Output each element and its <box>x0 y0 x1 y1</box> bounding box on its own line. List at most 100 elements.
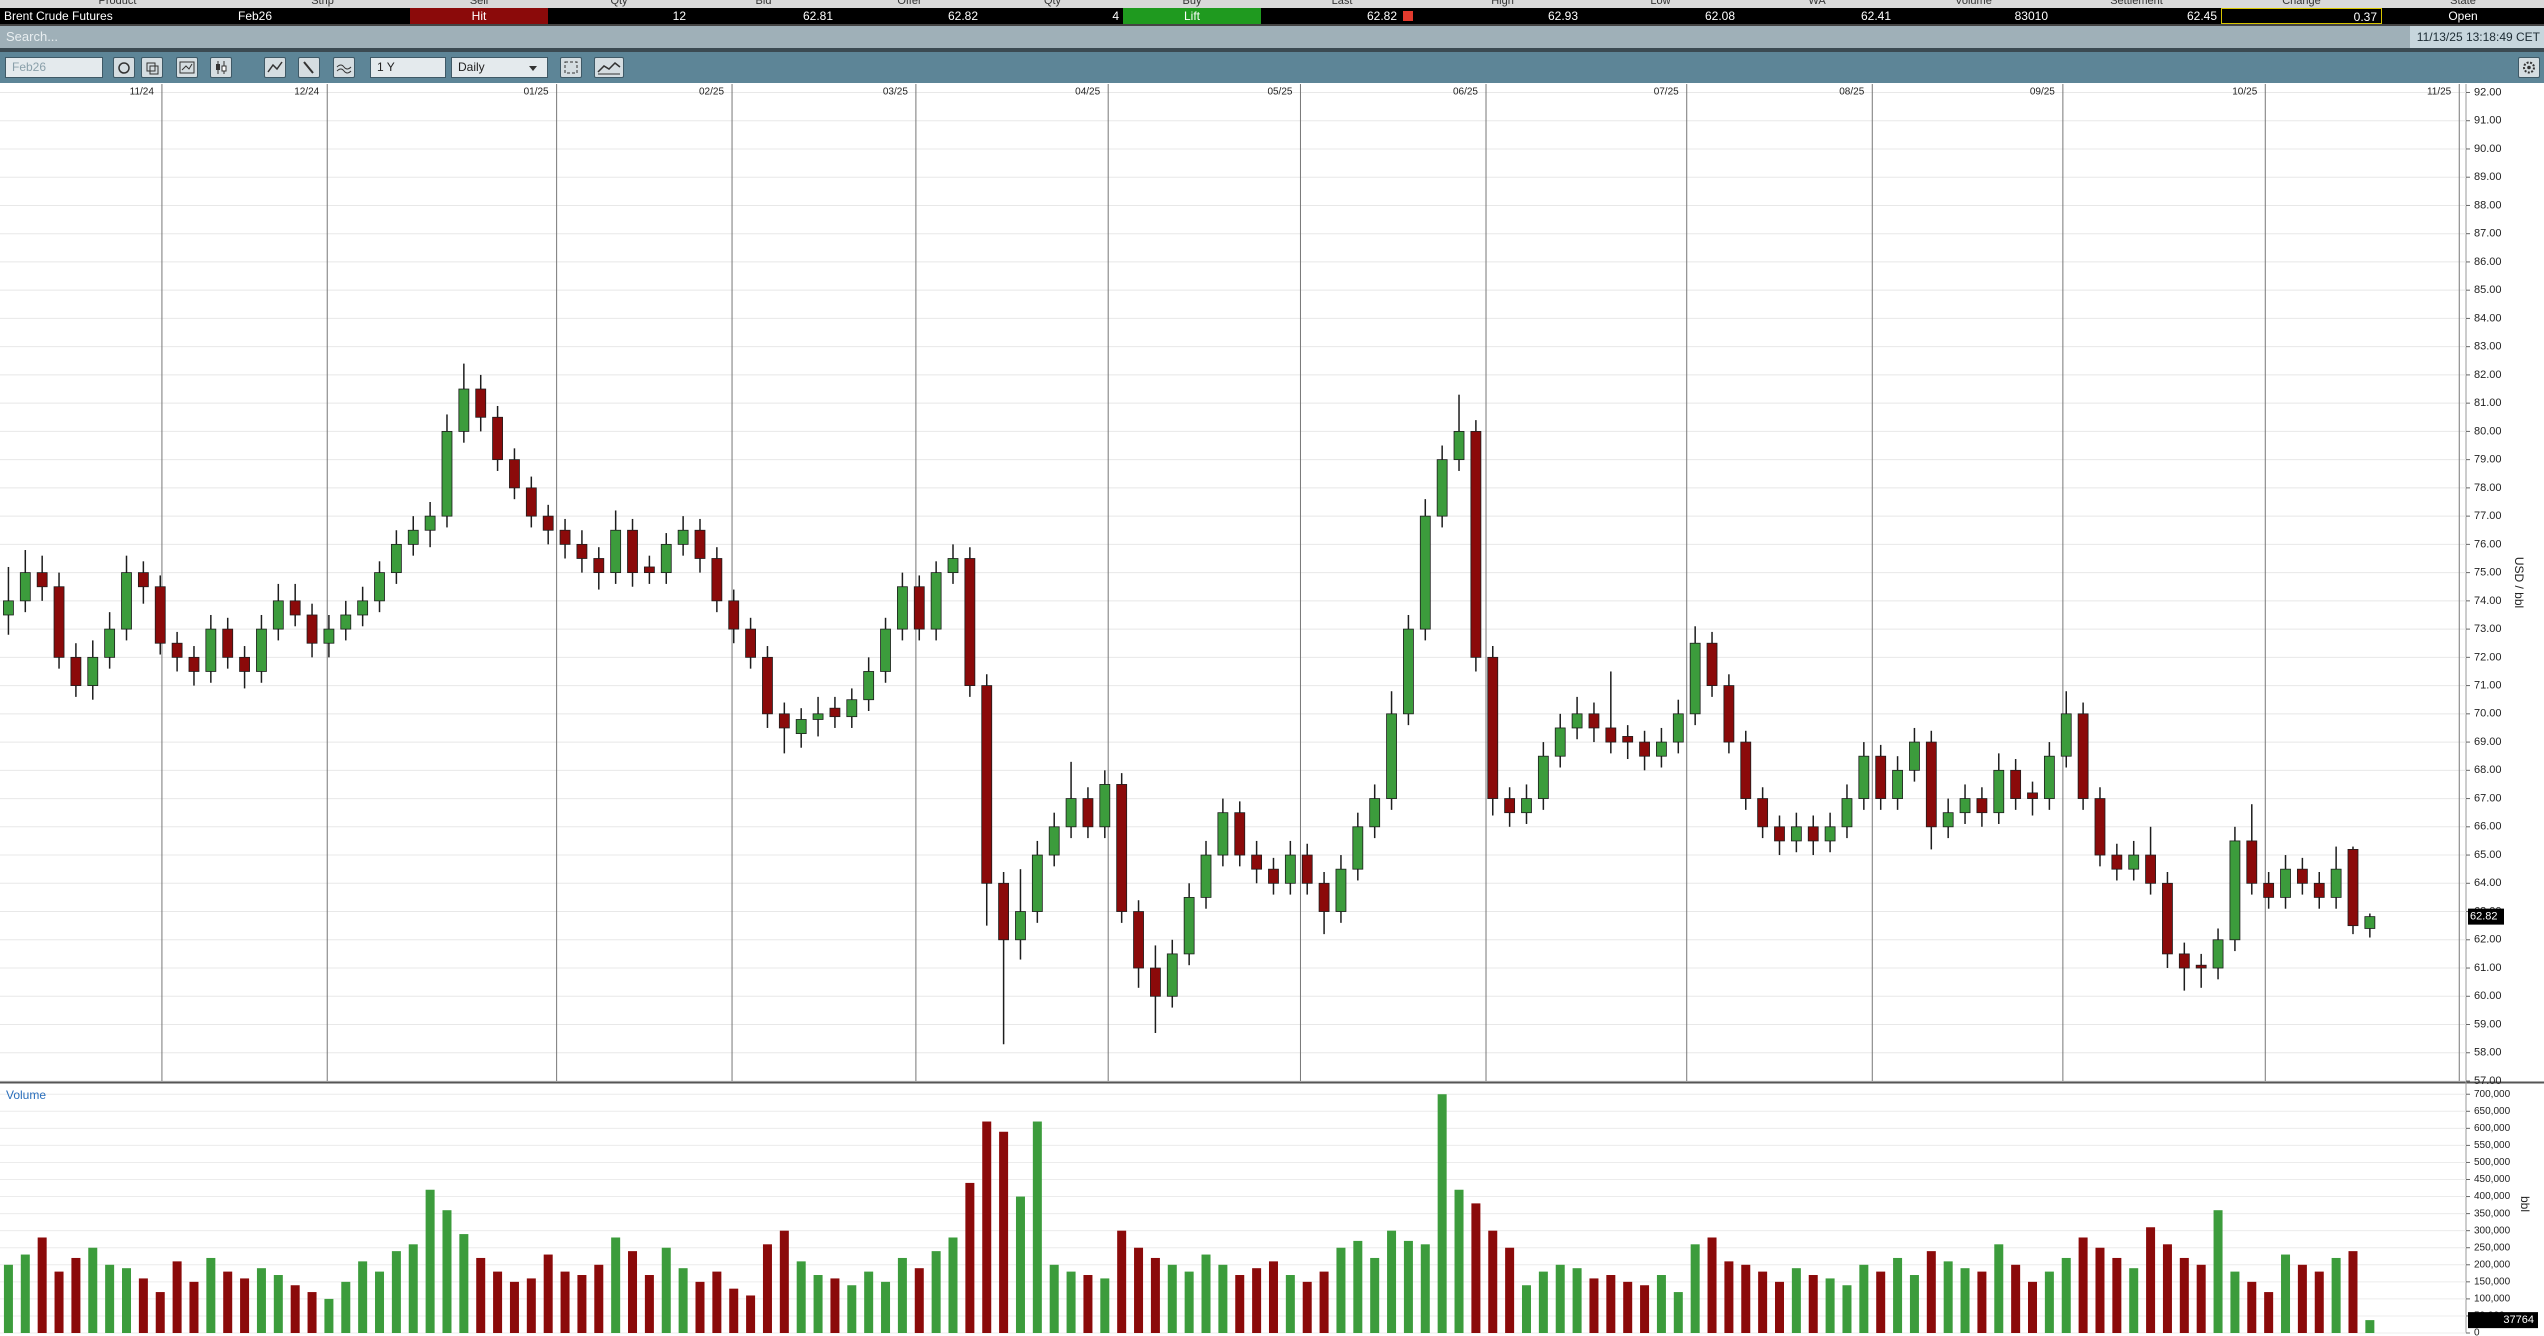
candle-body <box>2077 713 2089 799</box>
chart-type-button[interactable] <box>176 57 198 78</box>
volume-bar <box>2365 1320 2375 1333</box>
candle-body <box>795 719 807 735</box>
interval-select[interactable]: Daily <box>451 57 548 78</box>
candle-body <box>2296 868 2308 884</box>
icon <box>216 61 227 74</box>
candle-body <box>711 558 723 602</box>
candle-body <box>1284 854 1296 884</box>
candle-body <box>2212 939 2224 969</box>
candle-body <box>762 656 773 715</box>
fullscreen-button[interactable] <box>560 57 582 78</box>
tick-indicator <box>1403 11 1413 21</box>
volume-bar <box>1926 1251 1936 1333</box>
contract-field[interactable]: Feb26 <box>5 57 103 78</box>
separator <box>0 24 2544 26</box>
icon <box>564 61 578 74</box>
volume-bar <box>611 1237 621 1333</box>
compare-button[interactable] <box>333 57 355 78</box>
y-tick-label: 600,000 <box>2474 1123 2511 1134</box>
candle-body <box>1639 741 1650 757</box>
settings-button[interactable] <box>2518 57 2540 78</box>
candle-body <box>1318 882 1330 912</box>
candle-body <box>897 586 908 630</box>
candle-body <box>1807 826 1819 842</box>
volume-bar <box>2247 1281 2257 1333</box>
volume-bar <box>1724 1261 1734 1333</box>
candle-body <box>1082 798 1094 828</box>
volume-bar <box>341 1281 351 1333</box>
candle-body <box>1757 798 1769 828</box>
volume-bar <box>408 1244 418 1333</box>
volume-bar <box>1437 1094 1447 1333</box>
candle-body <box>1133 911 1144 969</box>
y-tick-label: 86.00 <box>2474 256 2502 268</box>
candle-body <box>1706 642 1718 686</box>
column-header: Sell <box>469 0 489 7</box>
column-header: Settlement <box>2110 0 2163 7</box>
volume-bar <box>1572 1268 1582 1333</box>
candle-body <box>1858 755 1870 799</box>
volume-bar <box>1656 1275 1666 1333</box>
draw-button[interactable] <box>298 57 320 78</box>
volume-bar <box>37 1237 47 1333</box>
copy-button[interactable] <box>141 57 163 78</box>
market-cell[interactable]: Lift <box>1123 8 1261 24</box>
y-tick-label: 87.00 <box>2474 228 2502 240</box>
market-cell[interactable]: Hit <box>410 8 548 24</box>
candle-body <box>1015 911 1026 941</box>
volume-bar <box>1387 1230 1397 1333</box>
volume-bar <box>425 1189 435 1333</box>
icon <box>597 61 621 75</box>
y-tick-label: 350,000 <box>2474 1208 2511 1219</box>
candle-body <box>2195 964 2207 969</box>
candle-body <box>441 430 453 517</box>
candle-body <box>2364 916 2376 929</box>
candle-body <box>458 388 470 432</box>
indicator-button[interactable] <box>594 57 624 78</box>
candle-body <box>154 586 166 644</box>
x-tick-label: 10/25 <box>2232 87 2257 98</box>
candle-body <box>829 707 841 718</box>
market-row[interactable]: Brent Crude Futures Feb26 Hit 12 62.81 62.82 4… <box>0 8 2544 24</box>
candle-body <box>660 543 672 574</box>
volume-bar <box>897 1257 907 1333</box>
candle-body <box>1217 812 1229 856</box>
volume-bar <box>1252 1268 1262 1333</box>
candle-body <box>2178 953 2190 969</box>
line-button[interactable] <box>264 57 286 78</box>
volume-bar <box>1066 1271 1076 1333</box>
candle-body <box>1656 741 1667 757</box>
candle-body <box>2330 868 2342 898</box>
column-header: Offer <box>897 0 922 7</box>
volume-bar <box>644 1275 654 1333</box>
y-tick-label: 91.00 <box>2474 115 2502 127</box>
candle-body <box>627 529 638 574</box>
candle-body <box>289 600 301 616</box>
y-tick-label: 76.00 <box>2474 538 2502 550</box>
candle-button[interactable] <box>210 57 232 78</box>
y-tick-label: 450,000 <box>2474 1174 2511 1185</box>
chart-area[interactable]: 57.0058.0059.0060.0061.0062.0063.0064.00… <box>0 84 2544 1336</box>
volume-bar <box>1690 1244 1700 1333</box>
refresh-button[interactable] <box>113 57 135 78</box>
y-tick-label: 74.00 <box>2474 595 2502 607</box>
search-box[interactable]: Search... <box>0 26 2410 48</box>
volume-bar <box>999 1131 1009 1333</box>
candle-body <box>19 572 31 602</box>
volume-bar <box>1218 1264 1228 1333</box>
volume-bar <box>2129 1268 2139 1333</box>
y-tick-label: 69.00 <box>2474 736 2502 748</box>
volume-bar <box>2011 1264 2021 1333</box>
volume-bar <box>1876 1271 1886 1333</box>
candle-body <box>2145 854 2156 884</box>
candle-body <box>87 656 99 686</box>
candle-body <box>256 628 267 672</box>
range-select[interactable]: 1 Y <box>370 57 446 78</box>
market-cell: Brent Crude Futures <box>4 9 113 23</box>
last-price-label: 62.82 <box>2470 911 2498 923</box>
x-tick-label: 09/25 <box>2030 87 2055 98</box>
icon <box>336 64 352 74</box>
candle-body <box>1116 784 1128 912</box>
candle-body <box>2128 854 2140 870</box>
candle-body <box>1436 459 1448 517</box>
